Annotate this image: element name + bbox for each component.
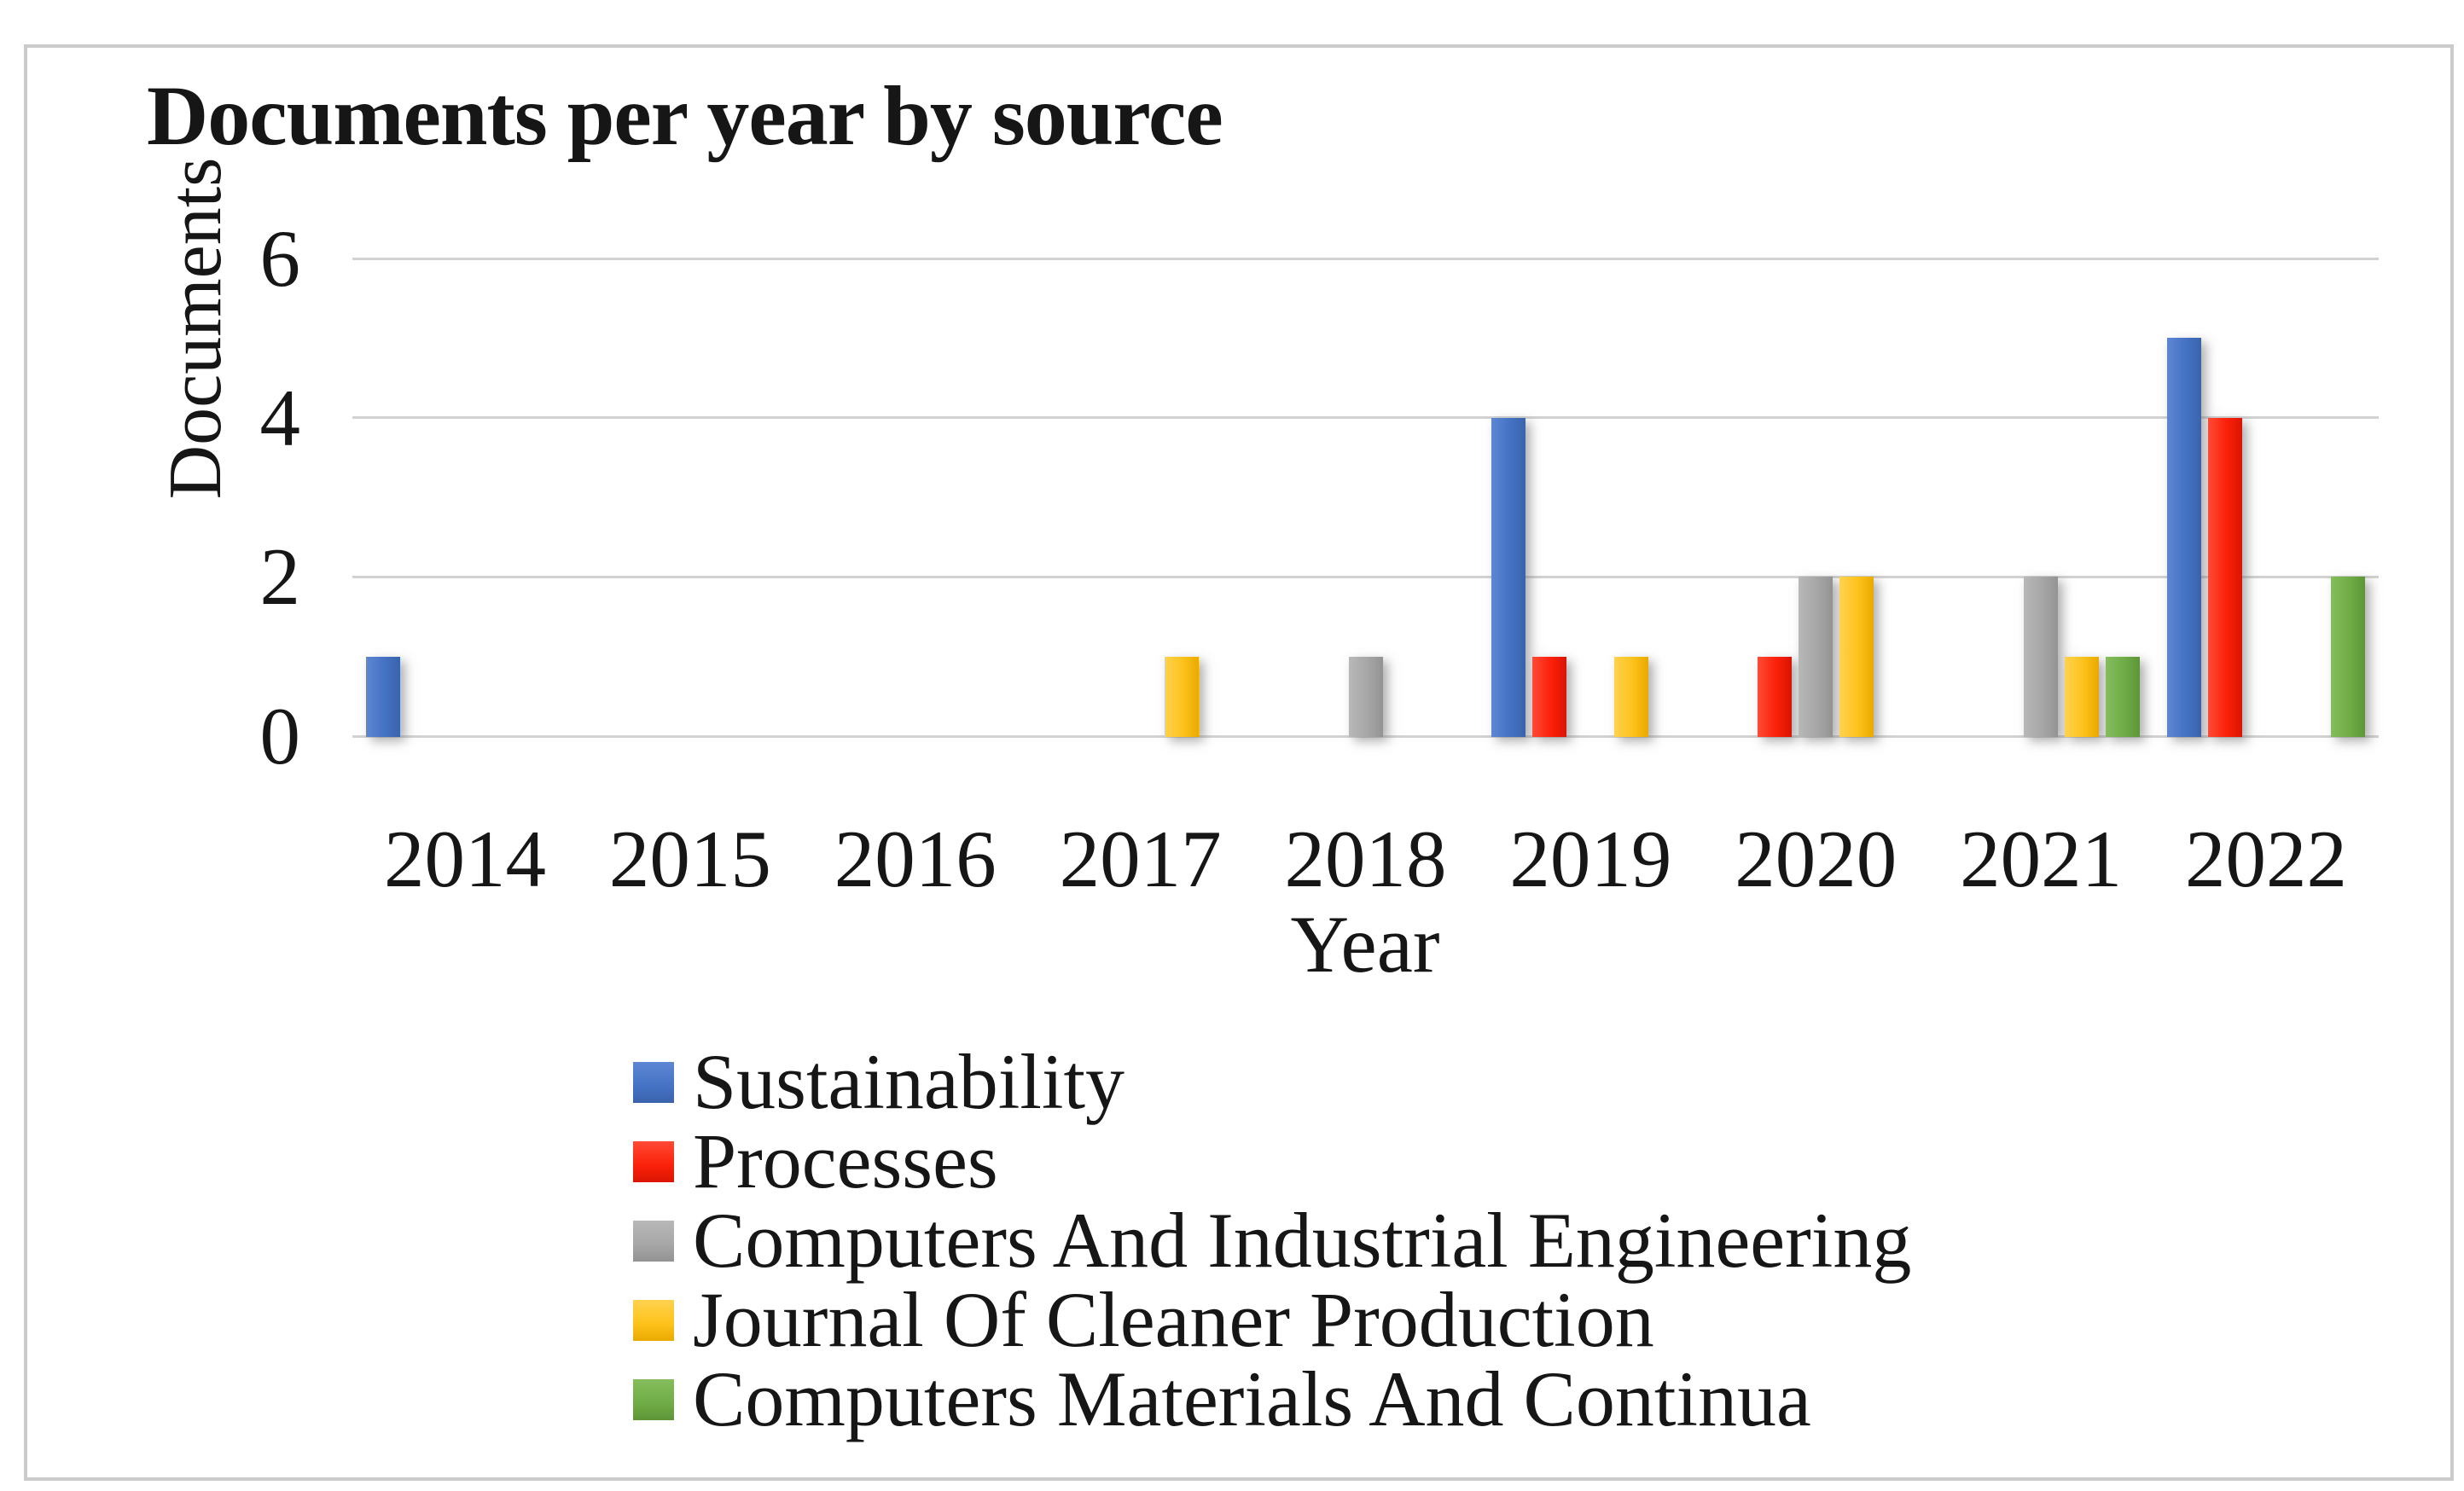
legend-item-computers-and-industrial-engineering: Computers And Industrial Engineering — [633, 1201, 1911, 1280]
bar-2018-computers-and-industrial-engineering — [1348, 656, 1383, 738]
legend-label-computers-materials-and-continua: Computers Materials And Continua — [693, 1355, 1811, 1442]
bar-2022-computers-materials-and-continua — [2331, 577, 2366, 738]
x-axis-title: Year — [1290, 899, 1440, 989]
bar-2019-processes — [1532, 656, 1567, 738]
bar-2022-sustainability — [2167, 338, 2202, 738]
legend-swatch-processes — [633, 1140, 674, 1182]
legend-swatch-sustainability — [633, 1061, 674, 1103]
gridline-y-2 — [352, 575, 2379, 578]
legend-swatch-journal-of-cleaner-production — [633, 1299, 674, 1341]
x-tick-label-2022: 2022 — [2185, 814, 2348, 904]
bar-2021-computers-and-industrial-engineering — [2024, 577, 2059, 738]
legend-item-sustainability: Sustainability — [633, 1042, 1911, 1122]
gridline-y-4 — [352, 416, 2379, 420]
gridline-y-6 — [352, 257, 2379, 260]
y-tick-label-4: 4 — [259, 372, 301, 463]
legend-label-computers-and-industrial-engineering: Computers And Industrial Engineering — [693, 1197, 1912, 1284]
bar-2022-processes — [2208, 417, 2243, 738]
bar-2020-computers-and-industrial-engineering — [1799, 577, 1833, 738]
figure-border — [24, 44, 2454, 1481]
x-tick-label-2015: 2015 — [608, 814, 771, 904]
bar-2019-journal-of-cleaner-production — [1614, 656, 1649, 738]
bar-2020-journal-of-cleaner-production — [1839, 577, 1874, 738]
x-tick-label-2017: 2017 — [1059, 814, 1222, 904]
legend-label-processes: Processes — [693, 1117, 998, 1204]
x-tick-label-2020: 2020 — [1735, 814, 1897, 904]
x-tick-label-2018: 2018 — [1284, 814, 1447, 904]
legend-label-journal-of-cleaner-production: Journal Of Cleaner Production — [693, 1276, 1654, 1363]
legend-swatch-computers-and-industrial-engineering — [633, 1220, 674, 1262]
legend-item-journal-of-cleaner-production: Journal Of Cleaner Production — [633, 1280, 1911, 1360]
bar-2021-journal-of-cleaner-production — [2065, 656, 2100, 738]
x-tick-label-2016: 2016 — [834, 814, 997, 904]
x-tick-label-2021: 2021 — [1960, 814, 2123, 904]
bar-2019-sustainability — [1491, 417, 1526, 738]
legend-item-computers-materials-and-continua: Computers Materials And Continua — [633, 1360, 1911, 1439]
bar-2020-processes — [1758, 656, 1793, 738]
legend-label-sustainability: Sustainability — [693, 1038, 1124, 1125]
bar-2014-sustainability — [365, 656, 400, 738]
legend-item-processes: Processes — [633, 1122, 1911, 1201]
legend: Sustainability Processes Computers And Ind… — [633, 1042, 1911, 1439]
y-tick-label-6: 6 — [259, 213, 301, 304]
bar-2021-computers-materials-and-continua — [2106, 656, 2141, 738]
x-tick-label-2014: 2014 — [383, 814, 546, 904]
y-tick-label-2: 2 — [259, 531, 301, 623]
y-tick-label-0: 0 — [259, 691, 301, 781]
legend-swatch-computers-materials-and-continua — [633, 1378, 674, 1420]
bar-2017-journal-of-cleaner-production — [1164, 656, 1199, 738]
x-tick-label-2019: 2019 — [1509, 814, 1672, 904]
chart-title: Documents per year by source — [147, 68, 1223, 163]
